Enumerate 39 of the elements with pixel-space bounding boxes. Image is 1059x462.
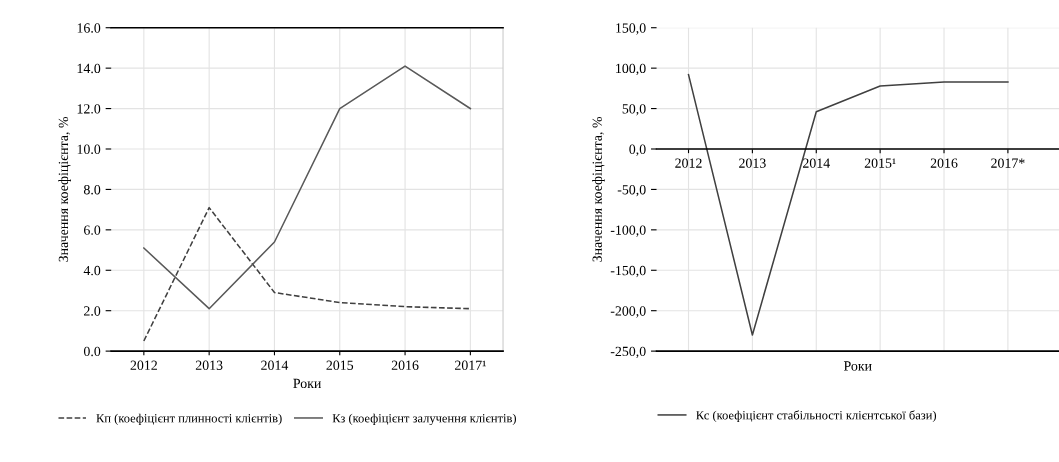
x-tick-label: 2012 (130, 360, 157, 370)
y-tick-label: 100,0 (616, 63, 646, 76)
y-tick-label: -250,0 (610, 346, 646, 359)
y-tick-label: -50,0 (617, 185, 646, 197)
y-tick-label: -100,0 (610, 225, 646, 237)
x-axis-title: Роки (293, 378, 322, 389)
y-tick-label: 50,0 (622, 104, 646, 116)
y-tick-label: 0,0 (629, 144, 646, 156)
x-tick-label: 2014 (802, 158, 830, 168)
y-tick-label: 16.0 (77, 23, 101, 33)
x-tick-label: 2016 (391, 360, 419, 370)
x-tick-label: 2017¹ (455, 360, 486, 370)
legend-label: Кс (коефіцієнт стабільності клієнтської бази) (696, 410, 937, 422)
y-tick-label: -150,0 (610, 265, 646, 278)
line-series (143, 65, 472, 310)
y-tick-label: 0.0 (83, 346, 101, 357)
x-tick-label: 2013 (195, 360, 223, 370)
legend-label: Кп (коефіцієнт плинності клієнтів) (96, 413, 282, 426)
x-tick-label: 2015 (326, 360, 354, 370)
x-tick-label: 2013 (739, 158, 766, 168)
y-tick-label: 6.0 (84, 225, 101, 235)
y-tick-label: 150,0 (616, 23, 646, 35)
line-series (143, 206, 472, 342)
y-tick-label: 2.0 (84, 306, 101, 316)
x-tick-label: 2016 (930, 158, 958, 168)
y-tick-label: 12.0 (77, 104, 101, 114)
y-axis-title: Значення коефіцієнта, % (58, 116, 71, 262)
y-tick-label: -200,0 (610, 306, 646, 318)
y-tick-label: 10.0 (77, 144, 101, 155)
y-tick-label: 4.0 (83, 265, 101, 276)
legend-label: Кз (коефіцієнт залучення клієнтів) (332, 413, 516, 426)
y-tick-label: 14.0 (77, 63, 101, 74)
y-axis-title: Значення коефіцієнта, % (592, 116, 605, 262)
x-axis-title: Роки (843, 361, 872, 371)
x-tick-label: 2012 (675, 158, 702, 168)
y-tick-label: 8.0 (83, 185, 101, 195)
x-tick-label: 2014 (261, 360, 289, 370)
x-tick-label: 2015¹ (864, 158, 896, 168)
x-tick-label: 2017* (991, 158, 1025, 168)
